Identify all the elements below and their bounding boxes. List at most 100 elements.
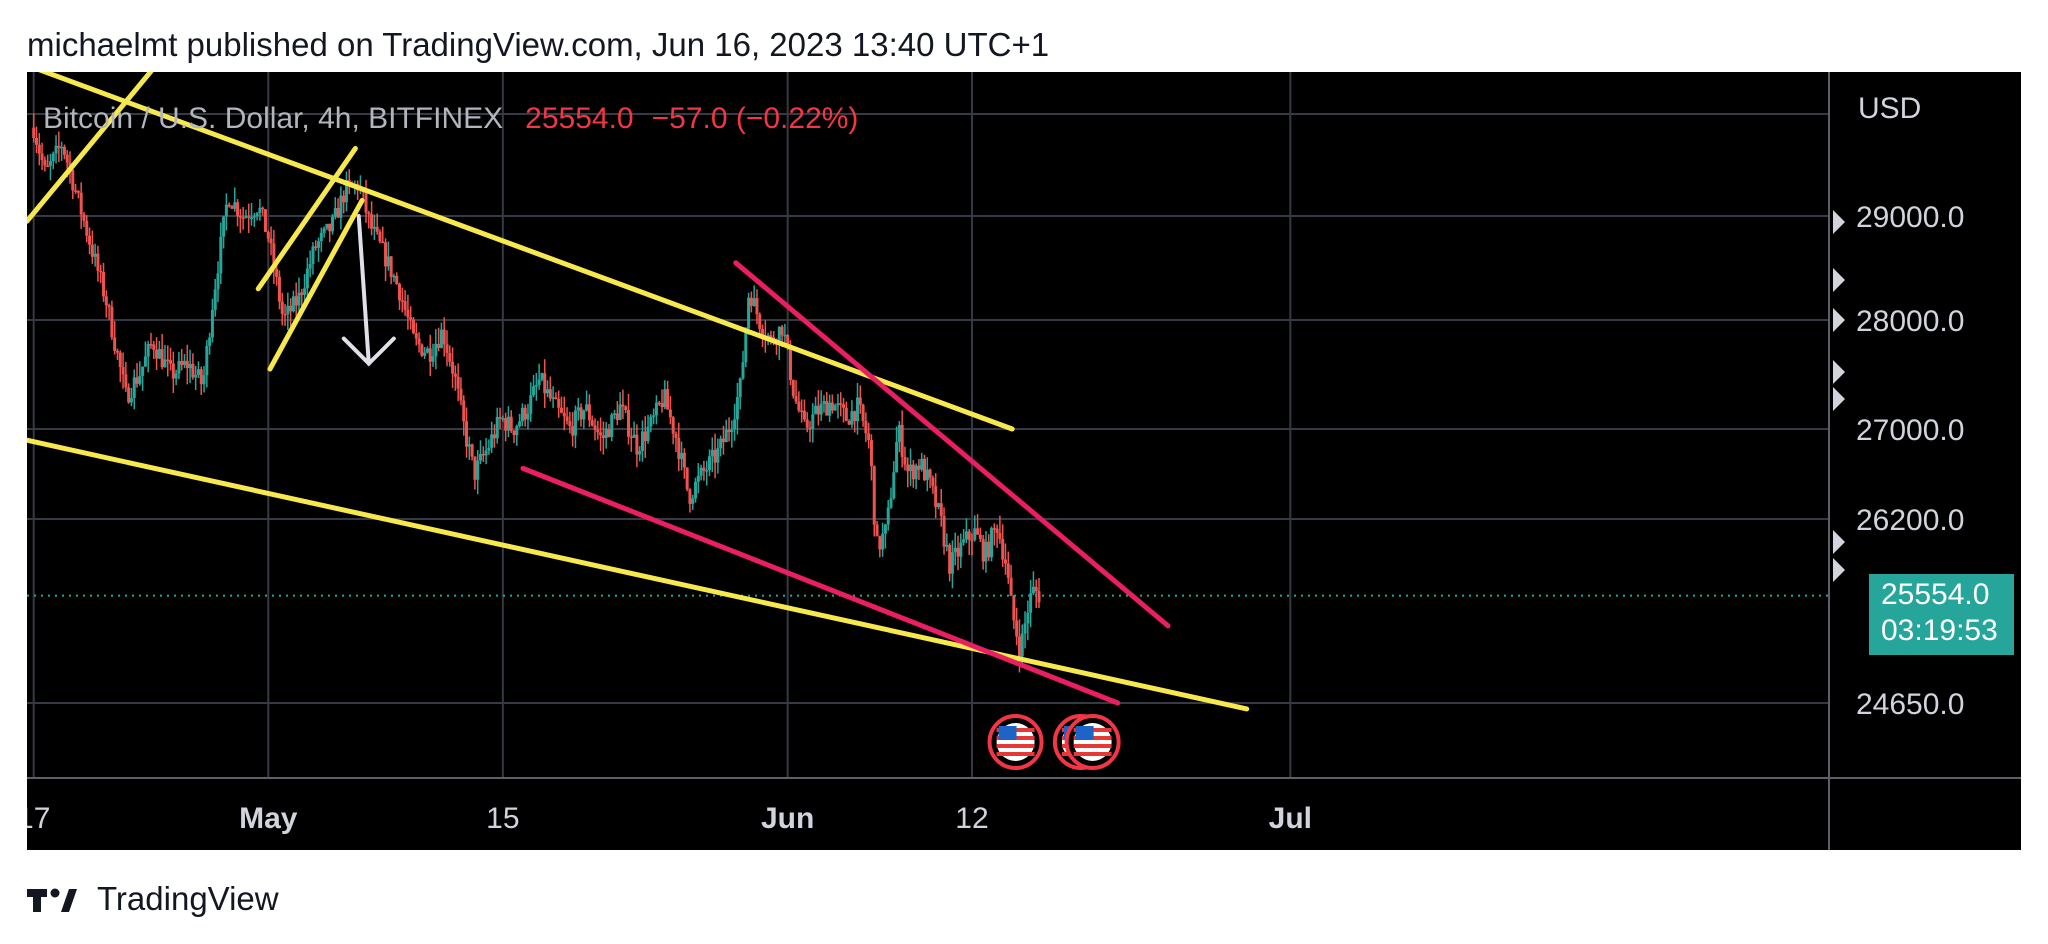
candle-body — [325, 223, 329, 229]
candle-body — [721, 438, 725, 443]
candle-body — [733, 419, 737, 430]
upper-channel-line — [38, 72, 1015, 432]
candle-body — [825, 401, 829, 416]
x-tick-label: May — [239, 802, 298, 835]
candle-body — [160, 349, 164, 368]
candle-body — [339, 195, 343, 218]
candle-body — [861, 404, 865, 421]
candle-body — [79, 192, 83, 215]
candle-body — [492, 434, 496, 439]
candle-body — [953, 547, 957, 553]
candle-body — [169, 360, 173, 364]
candle-body — [1031, 586, 1035, 594]
candle-body — [392, 275, 396, 278]
candle-body — [559, 407, 563, 413]
candle-body — [280, 301, 284, 314]
candle-body — [895, 442, 899, 473]
candle-body — [945, 544, 949, 547]
candle-body — [992, 528, 996, 530]
candle-body — [635, 434, 639, 455]
candle-body — [828, 402, 832, 416]
candle-body — [191, 363, 195, 378]
candle-body — [216, 273, 220, 290]
price-handle-icon — [1833, 387, 1845, 411]
candle-body — [515, 426, 519, 436]
candle-body — [532, 386, 536, 396]
small-rising-line-1 — [255, 145, 358, 292]
candle-body — [627, 410, 631, 437]
candle-body — [459, 388, 463, 401]
candle-body — [964, 531, 968, 540]
candle-body — [71, 170, 75, 191]
candle-body — [213, 289, 217, 311]
price-chart[interactable]: 29000.0 28000.0 27000.0 26200.0 24650.0 17 May… — [27, 72, 2021, 850]
tradingview-brand[interactable]: TradingView — [97, 880, 279, 917]
candle-body — [707, 456, 711, 471]
candle-body — [548, 389, 552, 399]
candle-body — [34, 137, 38, 145]
candle-body — [470, 444, 474, 457]
candle-body — [587, 404, 591, 421]
lower-channel-line — [27, 437, 1250, 712]
candle-body — [858, 397, 862, 405]
candle-body — [842, 404, 846, 408]
candle-body — [749, 297, 753, 306]
publisher-line: michaelmt published on TradingView.com, … — [27, 26, 1050, 63]
candle-body — [495, 417, 499, 439]
candle-body — [730, 429, 734, 432]
candle-body — [640, 431, 644, 451]
candle-body — [596, 429, 600, 433]
candle-body — [96, 253, 100, 271]
candle-body — [294, 296, 298, 306]
axes: 29000.0 28000.0 27000.0 26200.0 24650.0 17 May… — [27, 72, 2021, 850]
candle-body — [923, 458, 927, 481]
last-price-value: 25554.0 — [1881, 578, 1990, 611]
price-handle-icon — [1833, 530, 1845, 554]
candle-body — [680, 452, 684, 460]
candle-body — [40, 153, 44, 161]
candle-body — [948, 544, 952, 574]
candle-body — [121, 367, 125, 375]
candle-body — [60, 146, 64, 149]
candle-body — [646, 426, 650, 442]
candle-body — [629, 436, 633, 439]
candle-body — [143, 356, 147, 367]
candle-body — [691, 498, 695, 504]
candle-body — [1009, 577, 1013, 596]
candle-body — [797, 401, 801, 411]
candle-body — [666, 389, 670, 410]
candle-body — [344, 180, 348, 203]
candle-body — [372, 226, 376, 229]
candle-body — [448, 352, 452, 362]
chart-panel[interactable]: 29000.0 28000.0 27000.0 26200.0 24650.0 17 May… — [27, 72, 2021, 850]
candle-body — [261, 207, 265, 210]
event-markers — [987, 714, 1121, 770]
candle-body — [127, 387, 131, 403]
candles — [32, 113, 1041, 673]
candle-body — [378, 231, 382, 242]
candle-body — [914, 465, 918, 480]
candle-body — [163, 359, 167, 368]
candle-body — [266, 231, 270, 239]
candle-body — [386, 256, 390, 267]
candle-body — [839, 403, 843, 405]
candle-body — [677, 437, 681, 460]
candle-body — [367, 212, 371, 215]
candle-body — [43, 160, 47, 166]
candle-body — [244, 216, 248, 218]
candle-body — [735, 397, 739, 420]
candle-body — [562, 412, 566, 417]
candle-body — [621, 404, 625, 407]
candle-body — [920, 458, 924, 470]
candle-body — [582, 410, 586, 420]
candle-body — [950, 552, 954, 574]
candle-body — [509, 416, 513, 431]
candle-body — [649, 416, 653, 427]
candle-body — [286, 305, 290, 315]
candle-body — [138, 375, 142, 384]
symbol-last-price: 25554.0 — [525, 102, 633, 135]
candle-body — [652, 415, 656, 417]
candle-body — [805, 419, 809, 428]
candle-body — [129, 398, 133, 403]
candle-body — [613, 413, 617, 415]
